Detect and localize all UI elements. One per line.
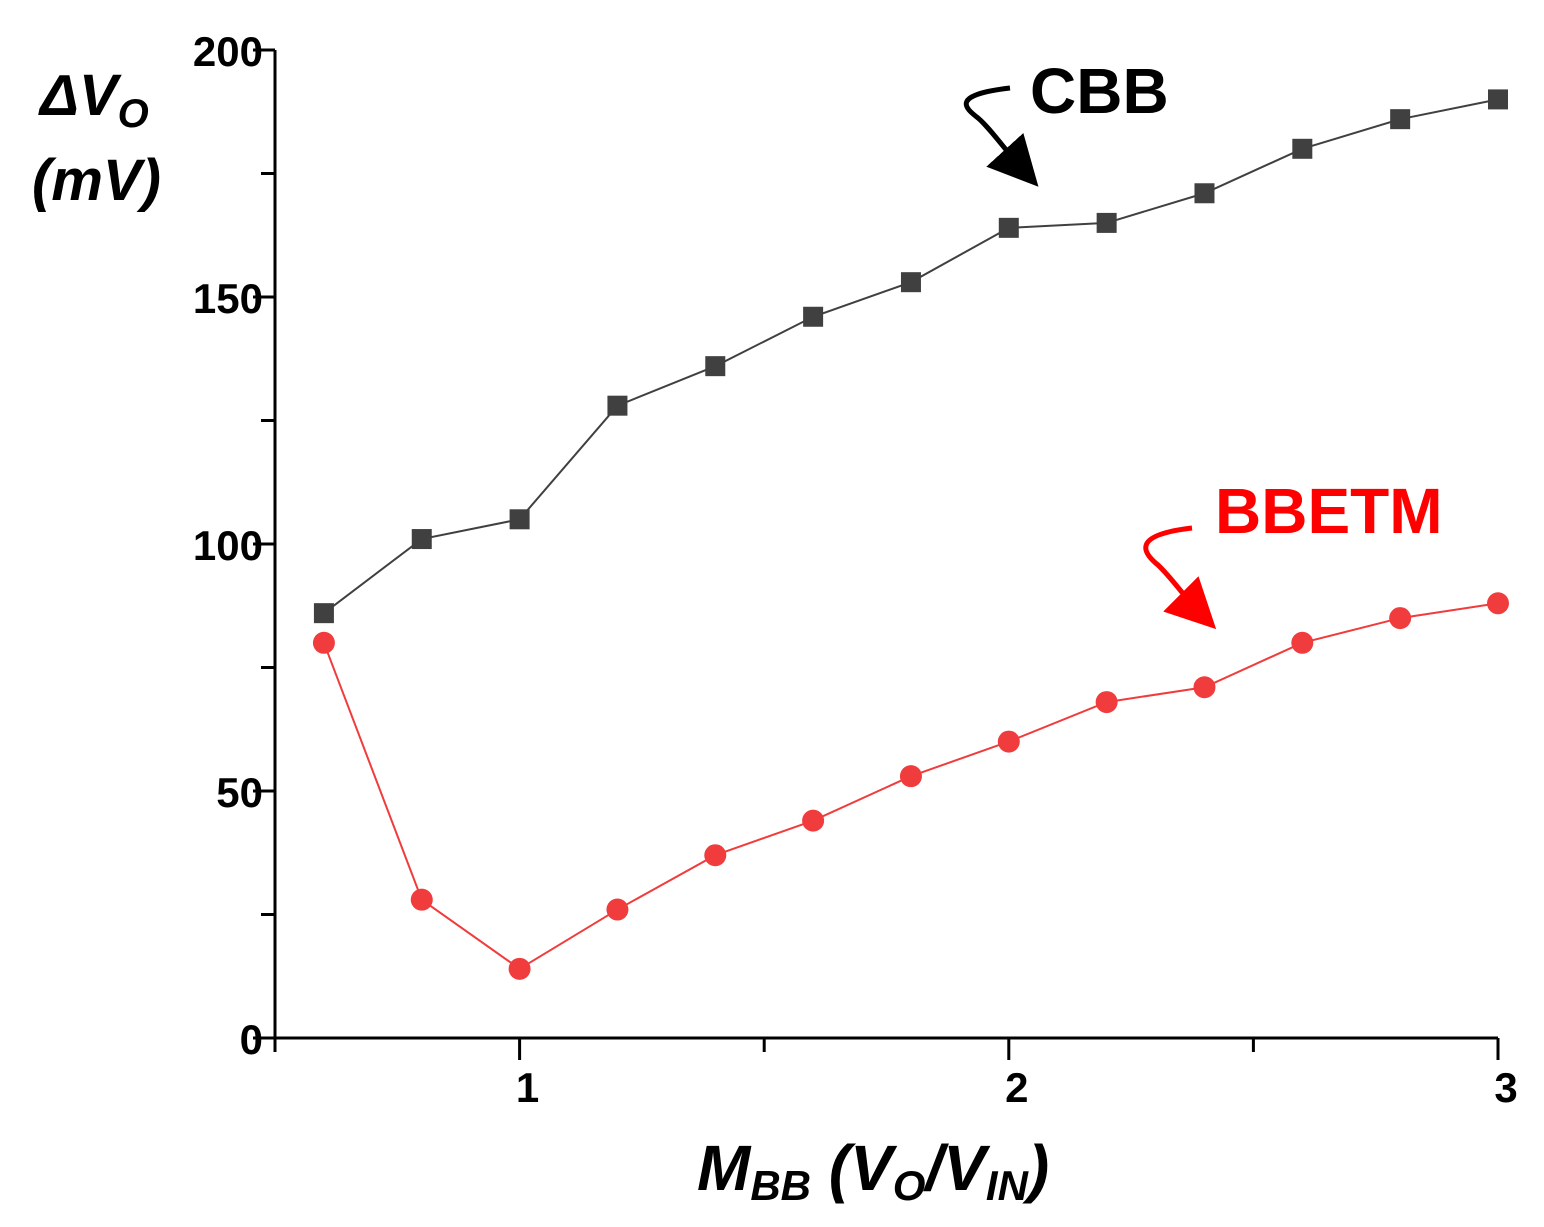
data-point-cbb — [509, 509, 530, 530]
annotation-bbetm: BBETM — [1215, 475, 1443, 547]
y-tick-label: 50 — [216, 769, 263, 816]
x-axis-label-v2: V — [943, 1132, 991, 1204]
x-tick-label: 1 — [516, 1064, 539, 1111]
data-point-bbetm — [1193, 676, 1216, 699]
data-point-cbb — [1292, 138, 1313, 159]
series-layer — [312, 89, 1509, 980]
data-point-bbetm — [1487, 592, 1509, 615]
data-point-cbb — [1096, 212, 1117, 233]
data-point-bbetm — [1389, 607, 1412, 630]
x-axis-label: MBB (VO/VIN) — [697, 1132, 1049, 1209]
x-axis-label-v1: V — [850, 1132, 898, 1204]
data-point-cbb — [313, 603, 334, 624]
data-point-bbetm — [899, 765, 922, 788]
data-point-cbb — [998, 217, 1019, 238]
x-axis-label-main: M — [697, 1132, 752, 1204]
x-axis-label-v1-sub: O — [893, 1162, 926, 1209]
data-point-cbb — [607, 395, 628, 416]
data-point-bbetm — [508, 957, 531, 980]
y-tick-label: 0 — [240, 1016, 263, 1063]
data-point-cbb — [411, 529, 432, 550]
data-point-bbetm — [312, 631, 335, 654]
data-point-bbetm — [704, 844, 727, 867]
x-tick-label: 2 — [1005, 1064, 1028, 1111]
annotation-cbb-arrow-icon — [963, 85, 1039, 187]
y-axis-label-line1: ΔVO — [38, 63, 149, 136]
x-axis-label-main-sub: BB — [750, 1162, 811, 1209]
y-axis-label-line2: (mV) — [32, 148, 161, 213]
annotation-bbetm-arrow-icon — [1143, 525, 1217, 630]
annotation-cbb: CBB — [1030, 55, 1169, 127]
data-point-cbb — [1390, 109, 1411, 130]
data-point-bbetm — [606, 898, 629, 921]
y-ticks: 0 50 100 150 200 — [193, 28, 275, 1063]
data-point-bbetm — [997, 730, 1020, 753]
y-tick-label: 150 — [193, 275, 263, 322]
data-point-cbb — [1194, 183, 1215, 204]
y-axis-label-main: ΔV — [38, 63, 122, 128]
data-point-bbetm — [802, 809, 825, 832]
y-tick-label: 100 — [193, 522, 263, 569]
series-bbetm — [312, 592, 1509, 980]
data-point-cbb — [1488, 89, 1508, 110]
data-point-cbb — [803, 306, 824, 327]
series-cbb — [313, 89, 1508, 624]
x-ticks: 1 2 3 — [273, 1038, 1518, 1111]
data-point-bbetm — [1095, 691, 1118, 714]
data-point-bbetm — [1291, 631, 1314, 654]
data-point-cbb — [705, 356, 726, 377]
x-axis-label-v2-sub: IN — [986, 1162, 1030, 1209]
x-axis-label-open: ( — [811, 1132, 857, 1204]
y-axis-label-sub: O — [118, 92, 149, 136]
data-point-cbb — [900, 272, 921, 293]
x-tick-label: 3 — [1494, 1064, 1517, 1111]
y-tick-label: 200 — [193, 28, 263, 75]
data-point-bbetm — [410, 888, 433, 911]
